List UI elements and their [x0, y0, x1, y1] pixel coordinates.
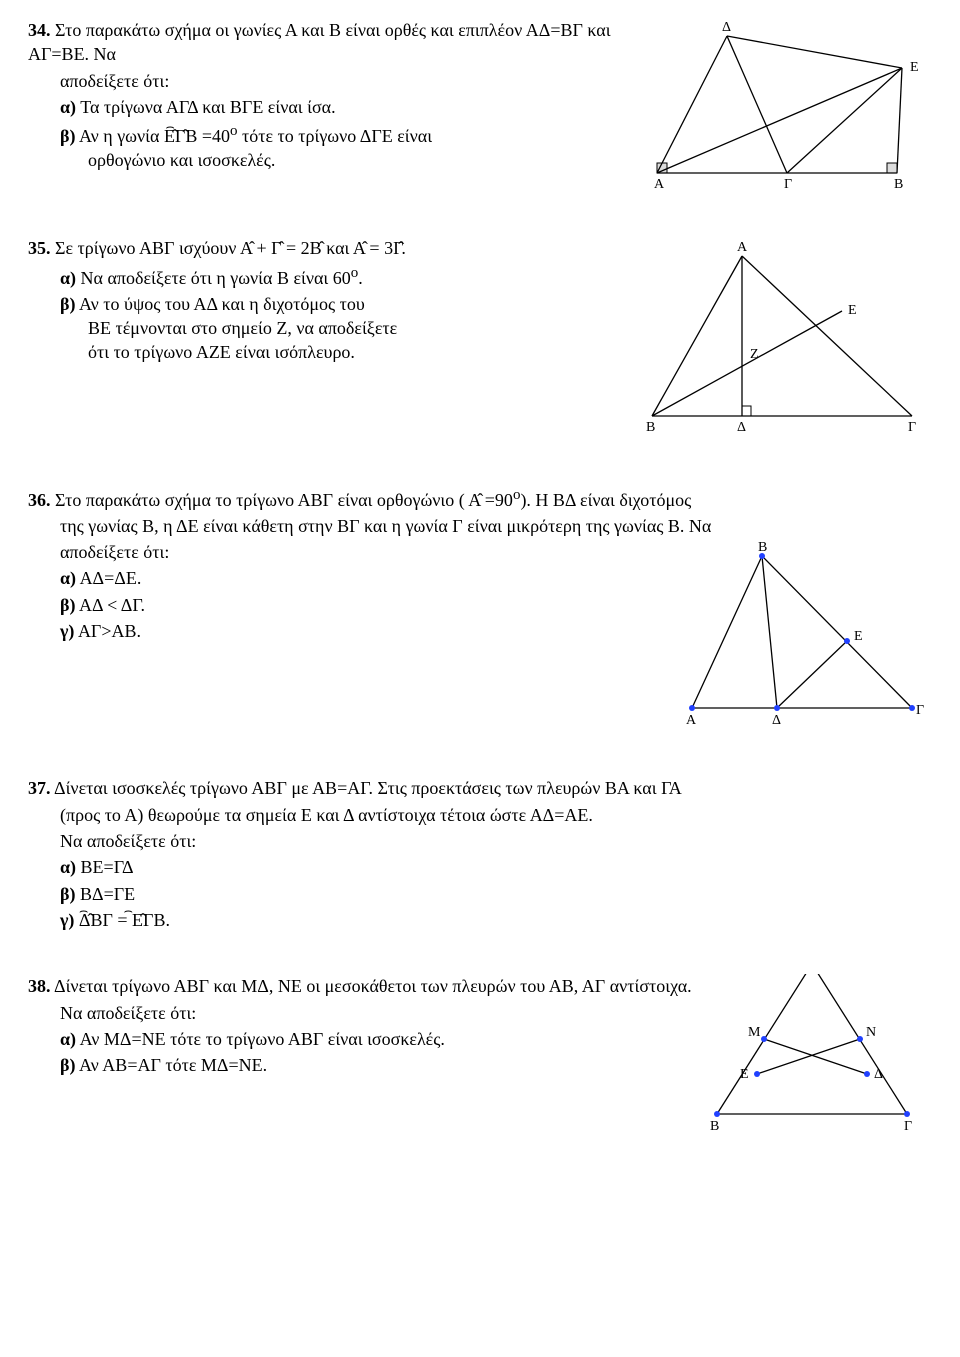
p34-line2: αποδείξετε ότι:	[60, 69, 612, 93]
svg-text:Α: Α	[737, 240, 748, 255]
p34-num: 34.	[28, 20, 51, 40]
p37-c: γ) ⌢⌢Δ̂ΒΓ = Ε̂ΓΒ.	[60, 908, 932, 932]
svg-text:Δ: Δ	[722, 20, 731, 35]
p34-a: α) Τα τρίγωνα ΑΓΔ και ΒΓΕ είναι ίσα.	[60, 95, 612, 119]
svg-text:Α: Α	[654, 177, 665, 188]
problem-34: 34. Στο παρακάτω σχήμα οι γωνίες Α και Β…	[28, 18, 932, 194]
svg-text:Γ: Γ	[784, 177, 792, 188]
figure-38: Α Β Γ Μ Ν Ε Δ	[692, 974, 932, 1140]
svg-text:Β: Β	[646, 420, 655, 435]
problem-38: Α Β Γ Μ Ν Ε Δ 38. Δίνεται τρίγωνο ΑΒΓ κα…	[28, 974, 932, 1140]
p35-b: β) Αν το ύψος του ΑΔ και η διχοτόμος του	[60, 292, 612, 316]
p36-line1: 36. Στο παρακάτω σχήμα το τρίγωνο ΑΒΓ εί…	[28, 485, 932, 512]
p37-line3: Να αποδείξετε ότι:	[60, 829, 932, 853]
svg-text:Ν: Ν	[866, 1025, 876, 1040]
svg-text:Γ: Γ	[904, 1119, 912, 1134]
p35-num: 35.	[28, 238, 51, 258]
p37-line1: 37. Δίνεται ισοσκελές τρίγωνο ΑΒΓ με ΑΒ=…	[28, 776, 932, 800]
problem-37: 37. Δίνεται ισοσκελές τρίγωνο ΑΒΓ με ΑΒ=…	[28, 776, 932, 932]
svg-text:Α: Α	[686, 713, 697, 728]
p37-line2: (προς το Α) θεωρούμε τα σημεία Ε και Δ α…	[60, 803, 932, 827]
p35-a: α) Να αποδείξετε ότι η γωνία Β είναι 60ο…	[60, 263, 612, 290]
p36-num: 36.	[28, 490, 51, 510]
svg-text:Ε: Ε	[740, 1067, 749, 1082]
p35-b-2: ΒΕ τέμνονται στο σημείο Ζ, να αποδείξετε	[88, 316, 612, 340]
p34-line1: 34. Στο παρακάτω σχήμα οι γωνίες Α και Β…	[28, 18, 612, 67]
p35-b-3: ότι το τρίγωνο ΑΖΕ είναι ισόπλευρο.	[88, 340, 612, 364]
p37-num: 37.	[28, 778, 51, 798]
svg-text:Δ: Δ	[874, 1067, 883, 1082]
figure-36: Β Α Γ Δ Ε	[672, 538, 932, 734]
p38-num: 38.	[28, 976, 51, 996]
svg-text:Ζ: Ζ	[750, 347, 759, 362]
figure-34: Α Β Γ Δ Ε	[632, 18, 932, 194]
p36-line2: της γωνίας Β, η ΔΕ είναι κάθετη στην ΒΓ …	[60, 514, 932, 538]
p35-line1: 35. Σε τρίγωνο ΑΒΓ ισχύουν Α̂ + Γ̂ = 2Β̂…	[28, 236, 612, 260]
p34-b-cont: ορθογώνιο και ισοσκελές.	[88, 148, 612, 172]
svg-text:Ε: Ε	[910, 60, 919, 75]
svg-text:Β: Β	[710, 1119, 719, 1134]
svg-text:Ε: Ε	[848, 303, 857, 318]
p37-b: β) ΒΔ=ΓΕ	[60, 882, 932, 906]
svg-text:Β: Β	[758, 540, 767, 555]
figure-35: Α Β Γ Δ Ε Ζ	[632, 236, 932, 442]
svg-text:Δ: Δ	[737, 420, 746, 435]
p34-b: β) Αν η γωνία ⌢Ε̂Γ̂Β =40ο τότε το τρίγων…	[60, 121, 612, 148]
svg-text:Γ: Γ	[908, 420, 916, 435]
svg-text:Δ: Δ	[772, 713, 781, 728]
svg-text:Γ: Γ	[916, 703, 924, 718]
problem-36: 36. Στο παρακάτω σχήμα το τρίγωνο ΑΒΓ εί…	[28, 485, 932, 735]
svg-text:Β: Β	[894, 177, 903, 188]
svg-text:Ε: Ε	[854, 629, 863, 644]
svg-text:Μ: Μ	[748, 1025, 761, 1040]
problem-35: 35. Σε τρίγωνο ΑΒΓ ισχύουν Α̂ + Γ̂ = 2Β̂…	[28, 236, 932, 442]
p37-a: α) ΒΕ=ΓΔ	[60, 855, 932, 879]
